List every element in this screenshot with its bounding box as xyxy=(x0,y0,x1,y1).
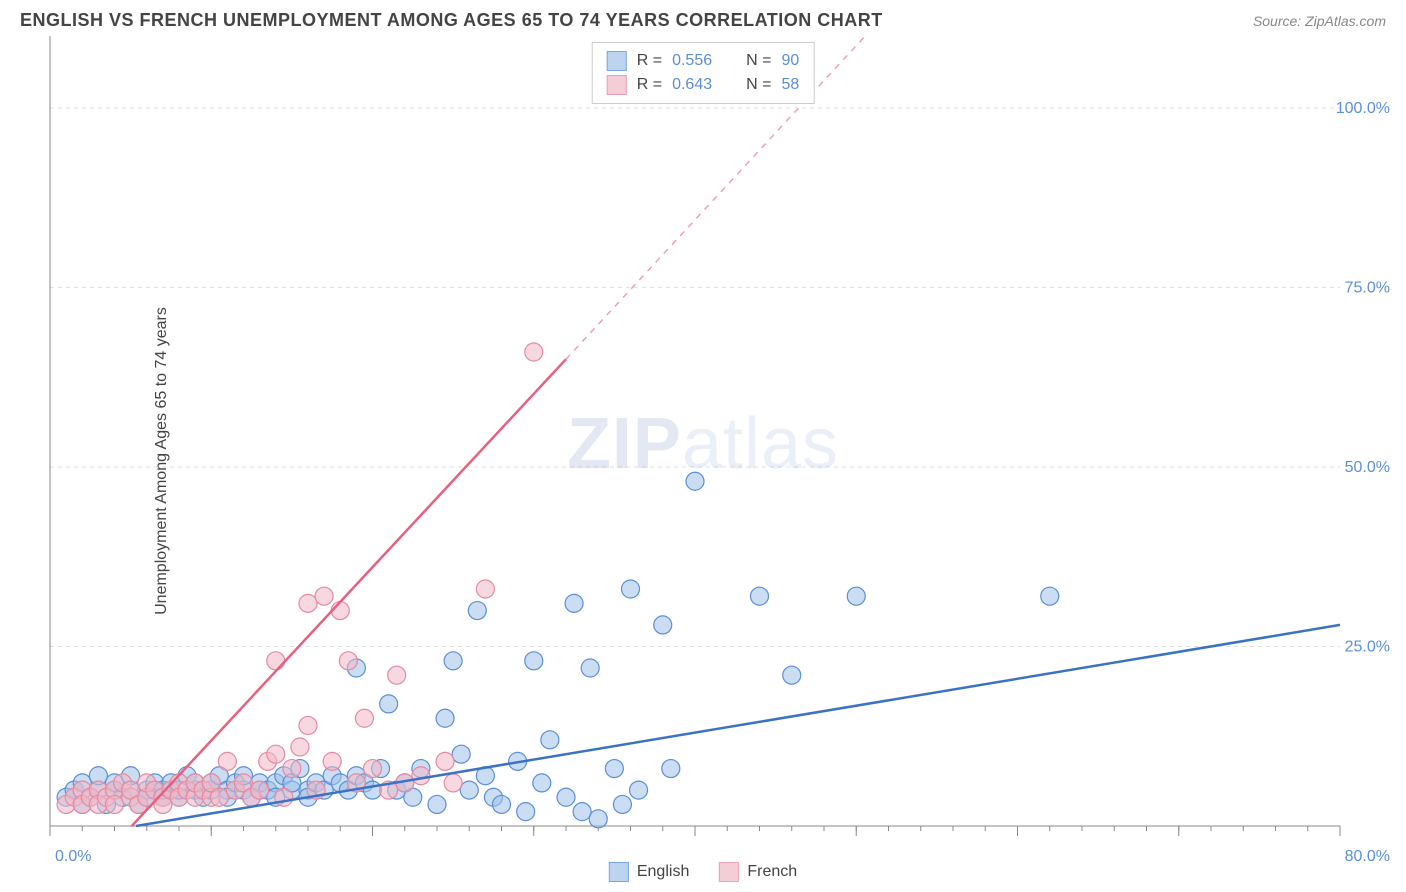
legend-item-english: English xyxy=(609,862,689,882)
series-legend: English French xyxy=(609,862,797,882)
chart-title: ENGLISH VS FRENCH UNEMPLOYMENT AMONG AGE… xyxy=(20,10,883,31)
svg-text:25.0%: 25.0% xyxy=(1345,638,1390,655)
correlation-legend: R = 0.556 N = 90 R = 0.643 N = 58 xyxy=(592,42,815,104)
swatch-french xyxy=(607,75,627,95)
svg-text:75.0%: 75.0% xyxy=(1345,279,1390,296)
swatch-french-bottom xyxy=(719,862,739,882)
r-label: R = xyxy=(637,76,662,94)
legend-item-french: French xyxy=(719,862,797,882)
legend-label-english: English xyxy=(637,863,689,881)
svg-text:0.0%: 0.0% xyxy=(55,848,91,865)
svg-text:80.0%: 80.0% xyxy=(1345,848,1390,865)
legend-row-french: R = 0.643 N = 58 xyxy=(607,73,800,97)
n-label: N = xyxy=(746,76,771,94)
svg-text:100.0%: 100.0% xyxy=(1336,100,1390,117)
y-axis-label: Unemployment Among Ages 65 to 74 years xyxy=(153,307,171,615)
n-value-french: 58 xyxy=(781,76,799,94)
source-label: Source: ZipAtlas.com xyxy=(1253,13,1386,29)
svg-text:50.0%: 50.0% xyxy=(1345,459,1390,476)
r-value-english: 0.556 xyxy=(672,52,712,70)
r-value-french: 0.643 xyxy=(672,76,712,94)
n-value-english: 90 xyxy=(781,52,799,70)
legend-row-english: R = 0.556 N = 90 xyxy=(607,49,800,73)
swatch-english-bottom xyxy=(609,862,629,882)
r-label: R = xyxy=(637,52,662,70)
n-label: N = xyxy=(746,52,771,70)
legend-label-french: French xyxy=(747,863,797,881)
scatter-chart: 25.0% 50.0% 75.0% 100.0% 0.0% 80.0% xyxy=(0,36,1406,886)
swatch-english xyxy=(607,51,627,71)
chart-container: Unemployment Among Ages 65 to 74 years Z… xyxy=(0,36,1406,886)
